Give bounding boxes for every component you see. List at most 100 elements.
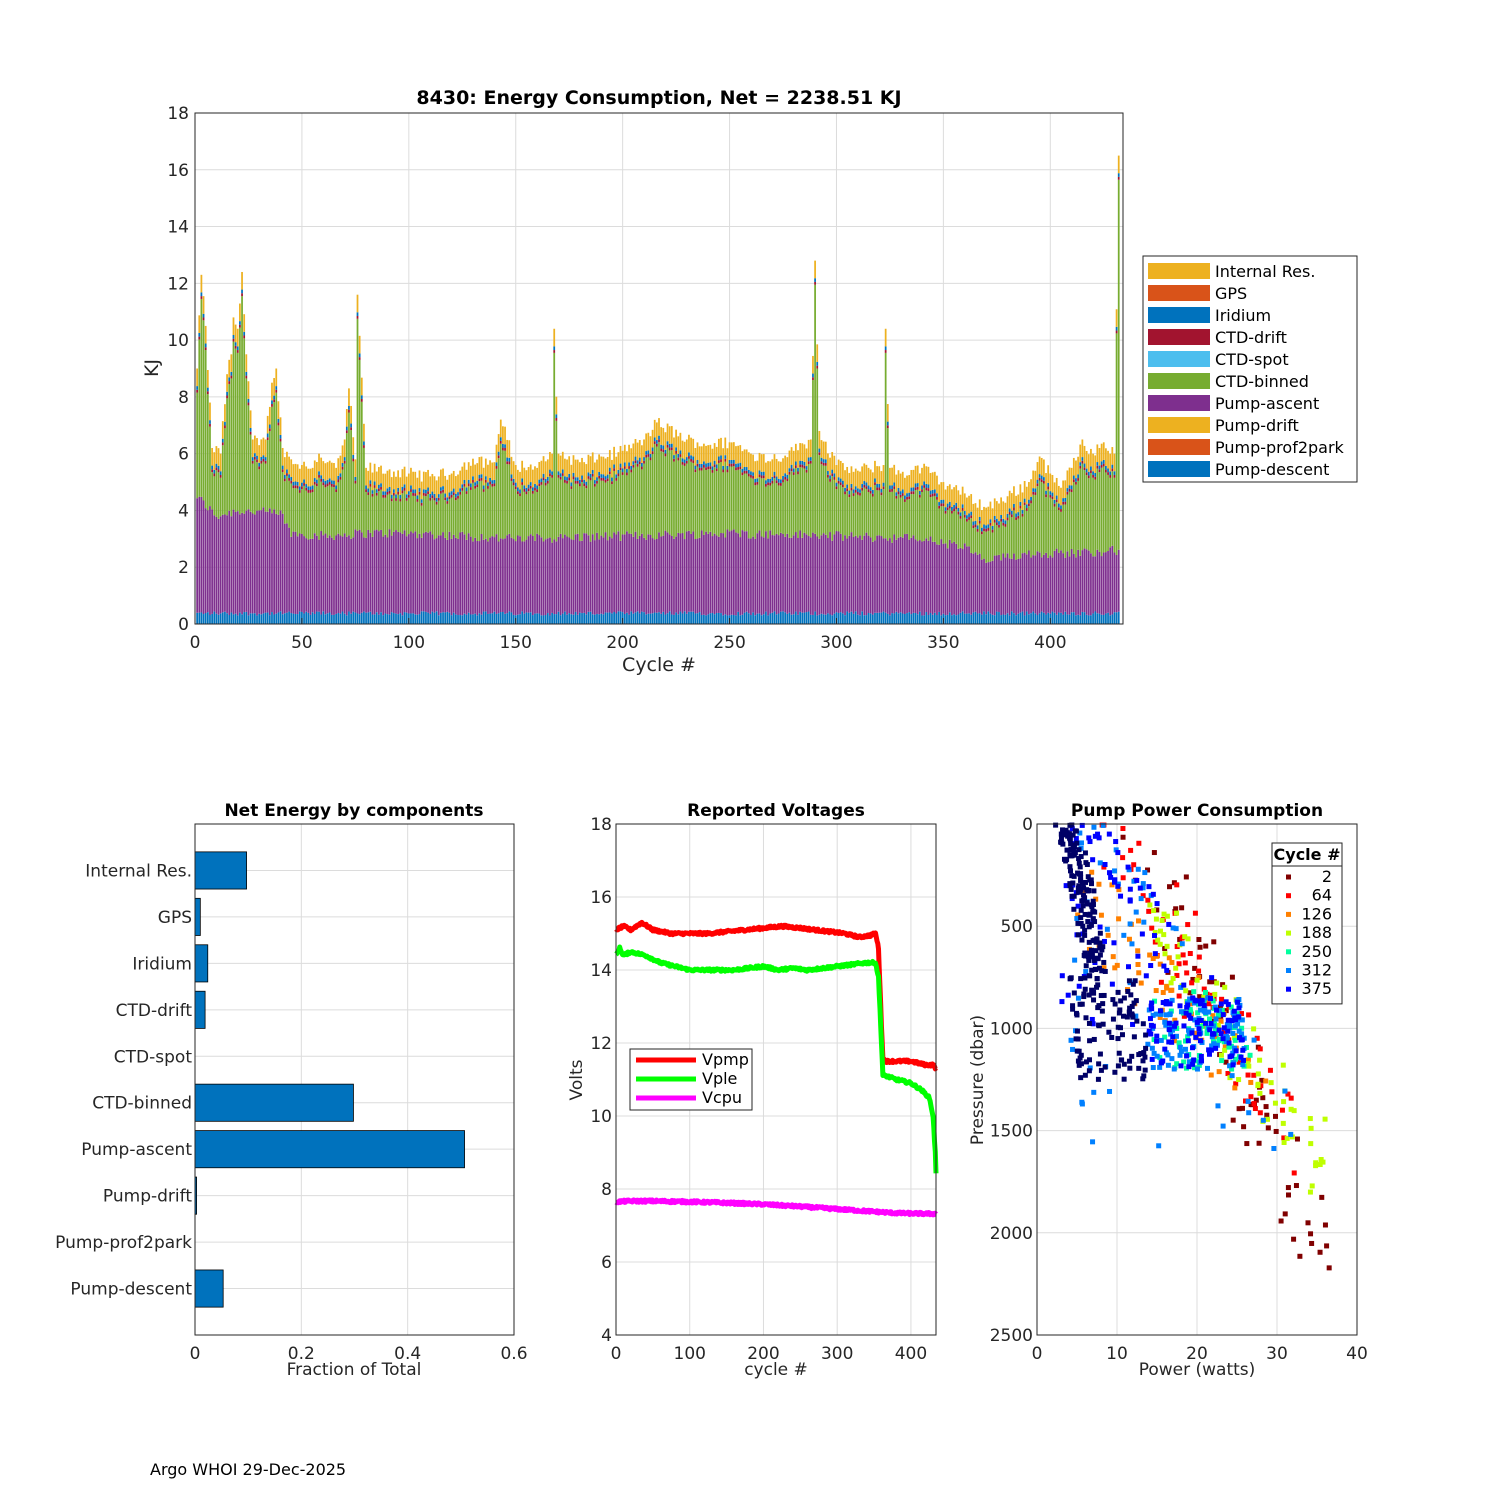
energy-bar-segment bbox=[489, 484, 491, 538]
energy-bar-segment bbox=[790, 614, 793, 624]
energy-bar-segment bbox=[206, 394, 209, 511]
energy-bar-segment bbox=[1096, 468, 1099, 550]
energy-bar-segment bbox=[442, 468, 444, 487]
energy-bar-segment bbox=[824, 459, 827, 463]
energy-bar-segment bbox=[279, 441, 282, 511]
energy-bar-segment bbox=[809, 439, 812, 458]
pump-power-point bbox=[1090, 1021, 1096, 1027]
energy-bar-segment bbox=[589, 611, 592, 624]
pump-power-point bbox=[1202, 989, 1208, 995]
energy-bar-segment bbox=[1068, 491, 1071, 557]
energy-bar-segment bbox=[713, 467, 716, 534]
energy-bar-segment bbox=[266, 415, 269, 434]
energy-bar-segment bbox=[758, 452, 761, 471]
pump-power-point bbox=[1083, 969, 1089, 975]
energy-bar-segment bbox=[711, 470, 714, 473]
energy-bar-segment bbox=[1019, 501, 1022, 506]
energy-bar-segment bbox=[936, 615, 938, 624]
energy-bar-segment bbox=[345, 433, 348, 537]
pump-power-point bbox=[1259, 1077, 1265, 1083]
energy-bar-segment bbox=[444, 493, 447, 498]
net-energy-xtick-label: 0.4 bbox=[394, 1344, 421, 1364]
energy-bar-segment bbox=[790, 471, 793, 538]
energy-ytick-label: 6 bbox=[178, 445, 189, 465]
energy-bar-segment bbox=[1002, 501, 1005, 519]
energy-bar-segment bbox=[363, 611, 365, 624]
energy-bar-segment bbox=[553, 350, 556, 353]
energy-bar-segment bbox=[561, 538, 564, 614]
energy-bar-segment bbox=[803, 444, 806, 462]
energy-bar-segment bbox=[226, 391, 228, 396]
energy-bar-segment bbox=[1115, 554, 1118, 613]
energy-bar-segment bbox=[553, 352, 556, 540]
energy-bar-segment bbox=[923, 615, 926, 624]
pump-power-point bbox=[1068, 975, 1074, 981]
energy-bar-segment bbox=[942, 543, 945, 614]
energy-bar-segment bbox=[226, 613, 228, 624]
energy-bar-segment bbox=[617, 469, 620, 474]
energy-bar-segment bbox=[647, 534, 650, 614]
energy-bar-segment bbox=[767, 482, 769, 486]
energy-bar-segment bbox=[1013, 613, 1015, 624]
energy-bar-segment bbox=[598, 539, 601, 615]
energy-bar-segment bbox=[681, 461, 684, 465]
energy-bar-segment bbox=[602, 614, 605, 624]
energy-bar-segment bbox=[816, 344, 819, 362]
energy-legend-label: Pump-drift bbox=[1215, 416, 1299, 435]
energy-bar-segment bbox=[480, 480, 483, 534]
pump-power-point bbox=[1205, 995, 1211, 1001]
energy-bar-segment bbox=[1115, 612, 1118, 624]
energy-bar-segment bbox=[617, 476, 620, 532]
energy-bar-segment bbox=[425, 531, 427, 612]
energy-bar-segment bbox=[925, 483, 928, 488]
energy-bar-segment bbox=[204, 343, 207, 348]
energy-bar-segment bbox=[437, 476, 440, 495]
pump-power-point bbox=[1232, 1037, 1238, 1043]
energy-bar-segment bbox=[348, 412, 350, 536]
pump-power-point bbox=[1317, 1162, 1323, 1168]
pump-power-point bbox=[1059, 999, 1065, 1005]
energy-bar-segment bbox=[889, 485, 891, 490]
energy-bar-segment bbox=[972, 612, 975, 624]
energy-bar-segment bbox=[1087, 471, 1090, 476]
pump-power-point bbox=[1080, 923, 1086, 929]
energy-bar-segment bbox=[707, 445, 710, 463]
pump-power-point bbox=[1264, 1112, 1270, 1118]
voltages-y-axis-label: Volts bbox=[567, 1059, 587, 1100]
energy-bar-segment bbox=[499, 437, 502, 441]
energy-bar-segment bbox=[897, 613, 900, 624]
energy-bar-segment bbox=[688, 458, 690, 531]
energy-bar-segment bbox=[309, 538, 312, 615]
energy-bar-segment bbox=[405, 497, 408, 501]
energy-bar-segment bbox=[1096, 465, 1099, 469]
energy-bar-segment bbox=[722, 465, 725, 470]
energy-bar-segment bbox=[1085, 468, 1088, 473]
pump-power-point bbox=[1222, 1047, 1228, 1053]
energy-bar-segment bbox=[589, 477, 592, 481]
energy-bar-segment bbox=[480, 456, 483, 475]
pump-power-point bbox=[1085, 919, 1091, 925]
energy-bar-segment bbox=[673, 461, 675, 539]
energy-bar-segment bbox=[1057, 507, 1060, 511]
energy-bar-segment bbox=[690, 461, 692, 534]
energy-bar-segment bbox=[869, 493, 872, 538]
pump-power-point bbox=[1078, 1075, 1084, 1081]
energy-bar-segment bbox=[685, 613, 688, 624]
energy-bar-segment bbox=[375, 495, 378, 530]
pump-power-point bbox=[1079, 1001, 1085, 1007]
energy-bar-segment bbox=[431, 611, 434, 624]
pump-power-point bbox=[1213, 1016, 1219, 1022]
energy-bar-segment bbox=[241, 614, 243, 624]
energy-bar-segment bbox=[685, 463, 688, 532]
energy-bar-segment bbox=[837, 477, 840, 481]
energy-bar-segment bbox=[880, 612, 883, 624]
energy-bar-segment bbox=[878, 487, 881, 491]
pump-power-point bbox=[1083, 879, 1089, 885]
energy-bar-segment bbox=[516, 469, 519, 488]
energy-bar-segment bbox=[228, 359, 231, 378]
pump-power-point bbox=[1206, 1051, 1212, 1057]
energy-bar-segment bbox=[782, 479, 784, 483]
energy-bar-segment bbox=[641, 462, 643, 467]
pump-power-point bbox=[1175, 954, 1181, 960]
energy-bar-segment bbox=[993, 519, 996, 523]
